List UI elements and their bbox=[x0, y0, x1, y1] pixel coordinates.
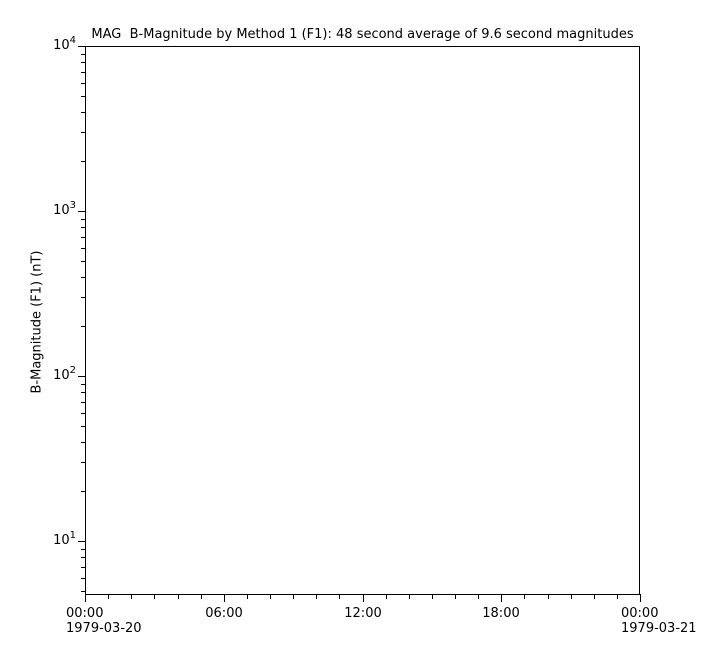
x-minor-tick bbox=[455, 594, 456, 599]
y-minor-tick bbox=[81, 161, 85, 162]
y-tick-label: 102 bbox=[53, 364, 76, 383]
x-tick-label: 18:00 bbox=[482, 606, 520, 621]
x-minor-tick bbox=[316, 594, 317, 599]
x-tick-label-with-date: 00:00 1979-03-21 bbox=[621, 607, 697, 635]
chart-title: MAG B-Magnitude by Method 1 (F1): 48 sec… bbox=[91, 27, 634, 42]
x-minor-tick bbox=[247, 594, 248, 599]
y-major-tick bbox=[78, 211, 85, 212]
x-minor-tick bbox=[524, 594, 525, 599]
y-minor-tick bbox=[81, 402, 85, 403]
y-minor-tick bbox=[81, 248, 85, 249]
x-minor-tick bbox=[108, 594, 109, 599]
y-minor-tick bbox=[81, 83, 85, 84]
y-tick-label: 104 bbox=[53, 34, 76, 53]
x-minor-tick bbox=[201, 594, 202, 599]
y-tick-label: 101 bbox=[53, 529, 76, 548]
y-major-tick bbox=[78, 541, 85, 542]
y-minor-tick bbox=[81, 237, 85, 238]
x-major-tick bbox=[363, 594, 364, 602]
x-minor-tick bbox=[270, 594, 271, 599]
y-minor-tick bbox=[81, 549, 85, 550]
y-minor-tick bbox=[81, 326, 85, 327]
x-major-tick bbox=[85, 594, 86, 602]
y-minor-tick bbox=[81, 227, 85, 228]
x-tick-date: 1979-03-20 bbox=[66, 621, 142, 636]
x-minor-tick bbox=[478, 594, 479, 599]
x-minor-tick bbox=[131, 594, 132, 599]
y-minor-tick bbox=[81, 557, 85, 558]
x-major-tick bbox=[224, 594, 225, 602]
x-minor-tick bbox=[178, 594, 179, 599]
x-minor-tick bbox=[548, 594, 549, 599]
y-tick-label: 103 bbox=[53, 199, 76, 218]
x-minor-tick bbox=[409, 594, 410, 599]
x-minor-tick bbox=[432, 594, 433, 599]
y-minor-tick bbox=[81, 426, 85, 427]
x-tick-time: 00:00 bbox=[621, 606, 659, 621]
x-minor-tick bbox=[571, 594, 572, 599]
y-minor-tick bbox=[81, 54, 85, 55]
y-minor-tick bbox=[81, 219, 85, 220]
y-major-tick bbox=[78, 376, 85, 377]
y-minor-tick bbox=[81, 578, 85, 579]
x-minor-tick bbox=[293, 594, 294, 599]
x-minor-tick bbox=[617, 594, 618, 599]
x-minor-tick bbox=[386, 594, 387, 599]
y-minor-tick bbox=[81, 491, 85, 492]
x-tick-date: 1979-03-21 bbox=[621, 621, 697, 636]
y-minor-tick bbox=[81, 462, 85, 463]
x-minor-tick bbox=[154, 594, 155, 599]
plot-area bbox=[85, 46, 640, 595]
y-minor-tick bbox=[81, 413, 85, 414]
y-minor-tick bbox=[81, 591, 85, 592]
x-tick-label: 12:00 bbox=[344, 606, 382, 621]
x-minor-tick bbox=[594, 594, 595, 599]
y-minor-tick bbox=[81, 72, 85, 73]
y-minor-tick bbox=[81, 567, 85, 568]
y-major-tick bbox=[78, 46, 85, 47]
y-minor-tick bbox=[81, 297, 85, 298]
y-minor-tick bbox=[81, 62, 85, 63]
y-minor-tick bbox=[81, 132, 85, 133]
y-minor-tick bbox=[81, 392, 85, 393]
x-major-tick bbox=[640, 594, 641, 602]
y-minor-tick bbox=[81, 277, 85, 278]
x-minor-tick bbox=[339, 594, 340, 599]
y-minor-tick bbox=[81, 384, 85, 385]
x-tick-time: 00:00 bbox=[66, 606, 104, 621]
x-tick-label: 06:00 bbox=[205, 606, 243, 621]
y-minor-tick bbox=[81, 112, 85, 113]
y-minor-tick bbox=[81, 261, 85, 262]
y-minor-tick bbox=[81, 96, 85, 97]
y-minor-tick bbox=[81, 442, 85, 443]
y-axis-label: B-Magnitude (F1) (nT) bbox=[29, 250, 45, 394]
x-major-tick bbox=[501, 594, 502, 602]
x-tick-label-with-date: 00:00 1979-03-20 bbox=[66, 607, 142, 635]
